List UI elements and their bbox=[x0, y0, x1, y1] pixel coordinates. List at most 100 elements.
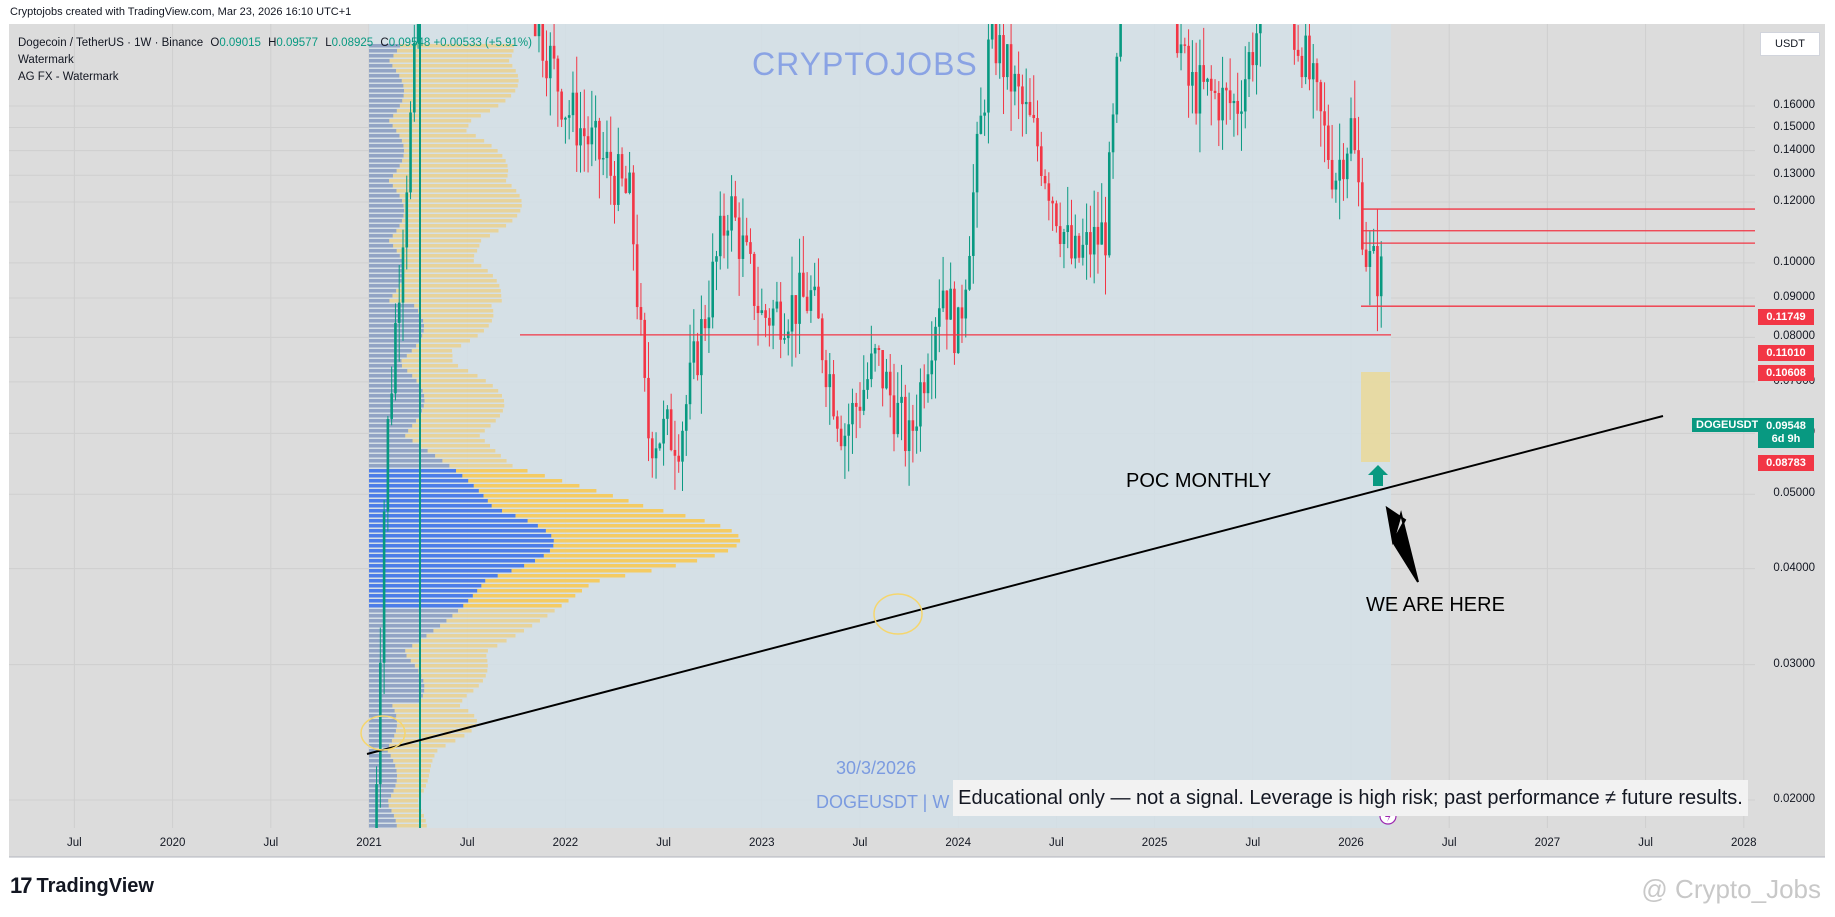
legend-indicator-agfx[interactable]: AG FX - Watermark bbox=[18, 71, 119, 83]
legend-symbol-line: Dogecoin / TetherUS · 1W · Binance O0.09… bbox=[18, 35, 532, 52]
vp-bar-yellow bbox=[369, 224, 507, 228]
vp-bar-yellow bbox=[369, 404, 505, 408]
candle-body bbox=[1221, 87, 1224, 121]
candle-body bbox=[832, 374, 835, 417]
chart-credit: Cryptojobs created with TradingView.com,… bbox=[10, 6, 352, 18]
vp-bar-blue bbox=[369, 574, 498, 578]
candle-body bbox=[1104, 222, 1107, 256]
candle-body bbox=[870, 353, 873, 380]
candle-body bbox=[858, 406, 862, 411]
vp-bar-blue bbox=[369, 194, 400, 198]
vp-bar-blue bbox=[369, 264, 404, 268]
vp-bar-yellow bbox=[369, 514, 686, 518]
vp-bar-blue bbox=[369, 44, 401, 48]
candle-body bbox=[1368, 251, 1372, 267]
candle-body bbox=[1081, 244, 1085, 258]
candlesticks bbox=[375, 24, 1383, 828]
vp-bar-yellow bbox=[369, 809, 422, 813]
vp-bar-blue bbox=[369, 294, 393, 298]
time-tick-label: Jul bbox=[656, 837, 671, 849]
vp-bar-yellow bbox=[369, 739, 456, 743]
candle-body bbox=[541, 24, 545, 61]
vp-bar-yellow bbox=[369, 419, 496, 423]
vp-bar-yellow bbox=[369, 414, 500, 418]
vp-bar-blue bbox=[369, 124, 393, 128]
vp-bar-blue bbox=[369, 789, 394, 793]
time-tick-label: 2027 bbox=[1534, 837, 1561, 849]
candle-body bbox=[409, 112, 412, 193]
vp-bar-yellow bbox=[369, 634, 516, 638]
candle-body bbox=[1187, 45, 1190, 86]
bar-countdown: 6d 9h bbox=[1771, 433, 1801, 445]
vp-bar-yellow bbox=[369, 309, 494, 313]
candle-body bbox=[711, 261, 714, 318]
vp-bar-yellow bbox=[369, 604, 562, 608]
vp-bar-blue bbox=[369, 639, 420, 643]
horizontal-levels bbox=[520, 208, 1755, 336]
candle-body bbox=[983, 112, 986, 116]
vp-bar-yellow bbox=[369, 399, 505, 403]
vp-bar-yellow bbox=[369, 714, 475, 718]
candle-body bbox=[1304, 35, 1307, 78]
vp-bar-blue bbox=[369, 469, 457, 473]
price-tick-label: 0.03000 bbox=[1773, 657, 1815, 670]
time-tick-label: 2026 bbox=[1338, 837, 1364, 849]
legend-indicator-watermark[interactable]: Watermark bbox=[18, 54, 74, 66]
vp-bar-blue bbox=[369, 659, 411, 663]
candle-body bbox=[673, 449, 677, 456]
vp-bar-blue bbox=[369, 319, 424, 323]
legend-open: 0.09015 bbox=[219, 37, 261, 49]
vp-bar-blue bbox=[369, 189, 397, 193]
vp-bar-blue bbox=[369, 799, 389, 803]
time-tick-label: Jul bbox=[459, 837, 475, 849]
candle-body bbox=[779, 301, 782, 340]
vp-bar-yellow bbox=[369, 749, 438, 753]
vp-bar-blue bbox=[369, 304, 415, 308]
vp-bar-yellow bbox=[369, 54, 512, 58]
tradingview-logo[interactable]: 17 TradingView bbox=[10, 873, 154, 899]
candle-body bbox=[851, 402, 854, 425]
candle-body bbox=[692, 341, 696, 363]
candle-body bbox=[647, 377, 650, 439]
candle-body bbox=[1021, 86, 1024, 105]
candle-body bbox=[639, 307, 643, 320]
candle-body bbox=[386, 418, 390, 512]
candle-body bbox=[802, 272, 805, 297]
candle-body bbox=[1073, 235, 1077, 259]
candle-body bbox=[669, 409, 673, 450]
vp-bar-yellow bbox=[369, 449, 496, 453]
vp-bar-blue bbox=[369, 154, 404, 158]
vp-bar-yellow bbox=[369, 359, 453, 363]
candle-body bbox=[1361, 182, 1364, 250]
candle-body bbox=[1009, 44, 1013, 92]
time-tick-label: Jul bbox=[1441, 837, 1457, 849]
currency-unit-button[interactable]: USDT bbox=[1760, 32, 1820, 56]
candle-body bbox=[1372, 246, 1375, 252]
candle-body bbox=[798, 272, 801, 324]
legend-symbol[interactable]: Dogecoin / TetherUS · 1W · Binance bbox=[18, 37, 204, 49]
candle-body bbox=[752, 253, 756, 306]
candle-body bbox=[862, 389, 866, 411]
candle-body bbox=[688, 362, 692, 405]
candle-body bbox=[930, 360, 934, 375]
vp-bar-yellow bbox=[369, 204, 522, 208]
candle-body bbox=[677, 455, 681, 462]
vp-bar-blue bbox=[369, 499, 488, 503]
vp-bar-blue bbox=[369, 424, 413, 428]
price-tick-label: 0.10000 bbox=[1773, 255, 1815, 268]
candle-body bbox=[658, 443, 662, 449]
vp-bar-blue bbox=[369, 614, 453, 618]
candle-body bbox=[628, 172, 631, 193]
candle-body bbox=[888, 371, 892, 396]
legend-close-label: C bbox=[380, 37, 389, 49]
vp-bar-yellow bbox=[369, 89, 516, 93]
candle-body bbox=[866, 379, 869, 390]
vp-bar-blue bbox=[369, 144, 404, 148]
candle-body bbox=[1338, 159, 1341, 181]
candle-body bbox=[405, 192, 409, 248]
candle-body bbox=[1247, 52, 1251, 80]
candle-body bbox=[681, 430, 684, 462]
chart-legend: Dogecoin / TetherUS · 1W · Binance O0.09… bbox=[18, 35, 532, 86]
candle-body bbox=[809, 290, 813, 311]
vp-bar-blue bbox=[369, 349, 412, 353]
